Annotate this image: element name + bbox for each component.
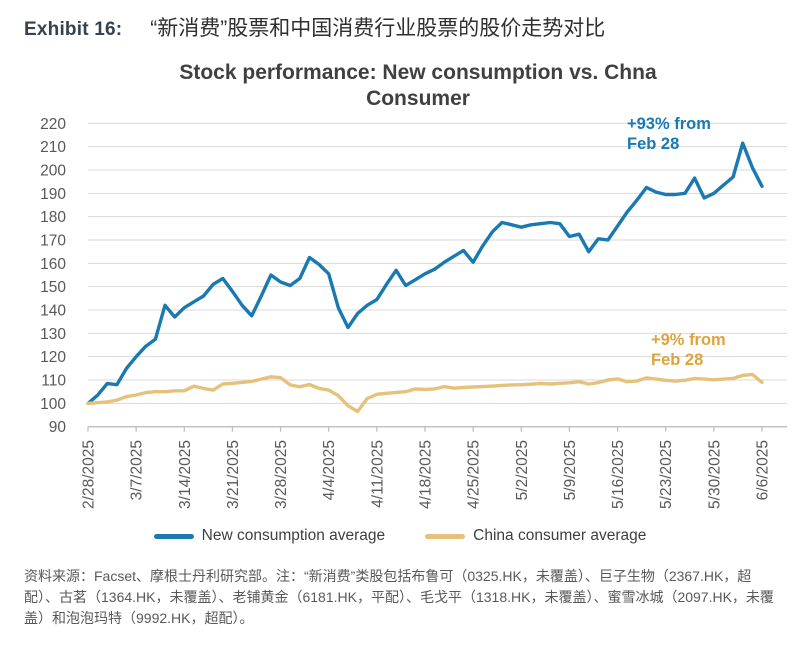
svg-text:6/6/2025: 6/6/2025: [755, 440, 772, 500]
annotation-china-consumer-change: +9% from Feb 28: [651, 330, 726, 370]
svg-text:220: 220: [40, 116, 66, 133]
svg-text:4/25/2025: 4/25/2025: [466, 440, 483, 509]
chart-legend: New consumption average China consumer a…: [0, 527, 800, 545]
legend-label: China consumer average: [473, 527, 647, 544]
new-consumption-line: [86, 141, 764, 406]
source-note: 资料来源：Facset、摩根士丹利研究部。注：“新消费”类股包括布鲁可（0325…: [24, 568, 774, 626]
line-chart: 90 100 110 120 130 140 150 160 170 180 190 200 210 22…: [40, 116, 787, 509]
svg-text:210: 210: [40, 139, 66, 156]
svg-text:4/4/2025: 4/4/2025: [321, 440, 338, 500]
svg-text:3/28/2025: 3/28/2025: [273, 440, 290, 509]
svg-text:200: 200: [40, 162, 66, 179]
legend-line-swatch-gold: [425, 533, 466, 539]
svg-text:5/16/2025: 5/16/2025: [610, 440, 627, 509]
legend-label: New consumption average: [201, 527, 386, 544]
svg-text:170: 170: [40, 232, 66, 249]
svg-text:3/14/2025: 3/14/2025: [177, 440, 194, 509]
china-consumer-line: [86, 372, 764, 414]
x-axis: [87, 426, 787, 432]
svg-text:130: 130: [40, 326, 66, 343]
svg-text:3/7/2025: 3/7/2025: [129, 440, 146, 500]
chart-title: Stock performance: New consumption vs. C…: [179, 61, 657, 110]
x-axis-labels: 2/28/2025 3/7/2025 3/14/2025 3/21/2025 3/28/…: [81, 440, 772, 509]
svg-text:5/2/2025: 5/2/2025: [514, 440, 531, 500]
svg-text:5/23/2025: 5/23/2025: [658, 440, 675, 509]
svg-text:120: 120: [40, 349, 66, 366]
legend-item-new-consumption: New consumption average: [153, 527, 386, 545]
svg-text:4/18/2025: 4/18/2025: [418, 440, 435, 509]
legend-item-china-consumer: China consumer average: [425, 527, 646, 545]
svg-text:140: 140: [40, 303, 66, 320]
annotation-new-consumption-change: +93% from Feb 28: [627, 114, 711, 154]
svg-text:110: 110: [41, 373, 66, 390]
svg-text:190: 190: [40, 186, 66, 203]
svg-text:4/11/2025: 4/11/2025: [369, 440, 386, 508]
svg-text:180: 180: [40, 209, 66, 226]
svg-text:2/28/2025: 2/28/2025: [81, 440, 98, 509]
legend-line-swatch-blue: [153, 533, 194, 539]
svg-text:5/30/2025: 5/30/2025: [706, 440, 723, 509]
annotation-line: +93% from: [627, 115, 711, 133]
svg-text:150: 150: [40, 279, 66, 296]
exhibit-title-zh: “新消费”股票和中国消费行业股票的股价走势对比: [150, 17, 606, 40]
annotation-line: Feb 28: [627, 135, 680, 154]
svg-text:100: 100: [40, 396, 66, 413]
y-axis-labels: 90 100 110 120 130 140 150 160 170 180 190 200 210 22…: [40, 116, 66, 436]
svg-text:160: 160: [40, 256, 66, 273]
annotation-line: +9% from: [651, 331, 726, 349]
exhibit-header: Exhibit 16: “新消费”股票和中国消费行业股票的股价走势对比: [24, 12, 605, 42]
svg-text:5/9/2025: 5/9/2025: [562, 440, 579, 500]
exhibit-label: Exhibit 16:: [24, 19, 123, 40]
svg-text:90: 90: [49, 419, 67, 436]
svg-text:3/21/2025: 3/21/2025: [225, 440, 242, 509]
annotation-line: Feb 28: [651, 351, 704, 370]
